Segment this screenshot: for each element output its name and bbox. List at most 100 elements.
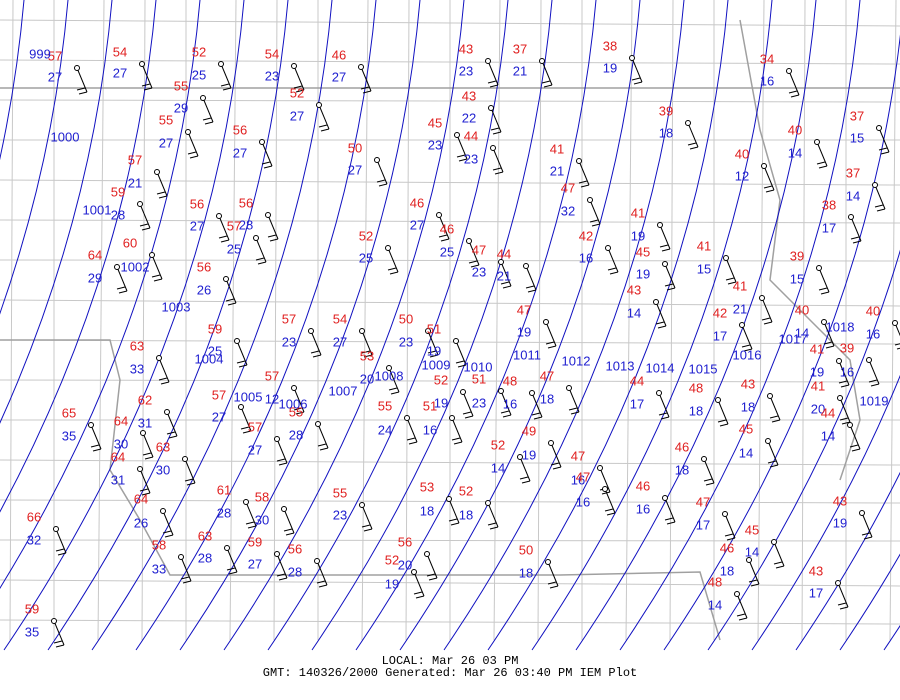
dewpoint: 27 (190, 218, 204, 233)
wind-barb (316, 580, 326, 584)
dewpoint: 27 (212, 409, 226, 424)
temperature: 48 (503, 373, 517, 388)
wind-barb (225, 298, 235, 302)
wind-barb (142, 452, 152, 456)
isobar-lines (0, 0, 900, 651)
wind-barb (741, 344, 751, 348)
wind-barb (57, 552, 67, 556)
dewpoint: 23 (282, 334, 296, 349)
isobar-label: 1017 (779, 331, 808, 346)
wind-barb (487, 80, 497, 84)
dewpoint: 25 (440, 244, 454, 259)
wind-staff (220, 63, 232, 89)
station-circle (253, 235, 259, 241)
temperature: 51 (472, 371, 486, 386)
wind-barb (470, 264, 480, 268)
station-circle (404, 415, 410, 421)
station-circle (761, 163, 767, 169)
dewpoint: 27 (248, 556, 262, 571)
wind-barb (151, 274, 161, 278)
wind-barb (186, 482, 196, 486)
wind-staff (180, 556, 192, 582)
isobar (3, 0, 245, 651)
station-circle (386, 365, 392, 371)
dewpoint: 26 (197, 282, 211, 297)
station-circle (88, 422, 94, 428)
wind-barb (318, 124, 328, 128)
dewpoint: 19 (427, 343, 441, 358)
wind-barb (657, 325, 667, 329)
station-circle (200, 95, 206, 101)
dewpoint: 18 (689, 403, 703, 418)
wind-barb (361, 350, 371, 354)
isobar (0, 0, 69, 315)
temperature: 52 (192, 44, 206, 59)
dewpoint: 18 (720, 563, 734, 578)
temperature: 60 (123, 235, 137, 250)
wind-barb (310, 350, 320, 354)
wind-barb (492, 131, 502, 135)
wind-staff (141, 63, 153, 89)
temperature: 55 (378, 398, 392, 413)
temperature: 57 (227, 218, 241, 233)
station-circle (821, 319, 827, 325)
wind-staff (360, 66, 372, 92)
dewpoint: 23 (464, 151, 478, 166)
temperature: 47 (561, 180, 575, 195)
temperature: 42 (713, 305, 727, 320)
dewpoint: 27 (248, 442, 262, 457)
temperature: 54 (113, 44, 127, 59)
station-circle (185, 129, 191, 135)
wind-barb (850, 236, 860, 240)
wind-barb (861, 532, 871, 536)
station-circle (656, 390, 662, 396)
wind-staff (736, 593, 748, 619)
county-lines (0, 0, 900, 641)
station-circle (411, 569, 417, 575)
temperature: 47 (571, 448, 585, 463)
temperature: 42 (579, 228, 593, 243)
temperature: 51 (427, 321, 441, 336)
dewpoint: 20 (360, 371, 374, 386)
wind-barb (76, 87, 86, 91)
wind-staff (664, 263, 676, 289)
station-circle (243, 499, 249, 505)
wind-barb (719, 423, 729, 427)
wind-barb (184, 478, 194, 482)
dewpoint: 16 (571, 472, 585, 487)
dewpoint: 27 (290, 108, 304, 123)
wind-staff (310, 330, 322, 356)
station-circle (523, 263, 529, 269)
station-circle (466, 238, 472, 244)
wind-barb (580, 184, 590, 188)
wind-staff (599, 467, 611, 493)
station-circle (291, 63, 297, 69)
wind-barb (773, 561, 783, 565)
wind-staff (838, 360, 850, 386)
station-circle (767, 393, 773, 399)
station-circle (149, 252, 155, 258)
station-circle (53, 526, 59, 532)
isobar-label: 1018 (826, 319, 855, 334)
isobar-label: 1008 (375, 368, 404, 383)
temperature: 57 (212, 387, 226, 402)
labels: 5727542752255423462743233721381934165529… (25, 38, 889, 639)
temperature: 66 (27, 509, 41, 524)
wind-barb (245, 521, 255, 525)
wind-barb (839, 606, 849, 610)
county-line (0, 99, 900, 103)
station-circle (454, 132, 460, 138)
wind-barb (487, 522, 497, 526)
wind-barb (545, 341, 555, 345)
dewpoint: 23 (472, 395, 486, 410)
dewpoint: 25 (227, 241, 241, 256)
wind-barb (870, 383, 880, 387)
wind-barb (257, 261, 267, 265)
station-circle (449, 415, 455, 421)
temperature: 57 (282, 311, 296, 326)
wind-barb (631, 77, 641, 81)
wind-barb (318, 584, 328, 588)
dewpoint: 17 (822, 220, 836, 235)
temperature: 55 (333, 485, 347, 500)
wind-barb (462, 411, 472, 415)
